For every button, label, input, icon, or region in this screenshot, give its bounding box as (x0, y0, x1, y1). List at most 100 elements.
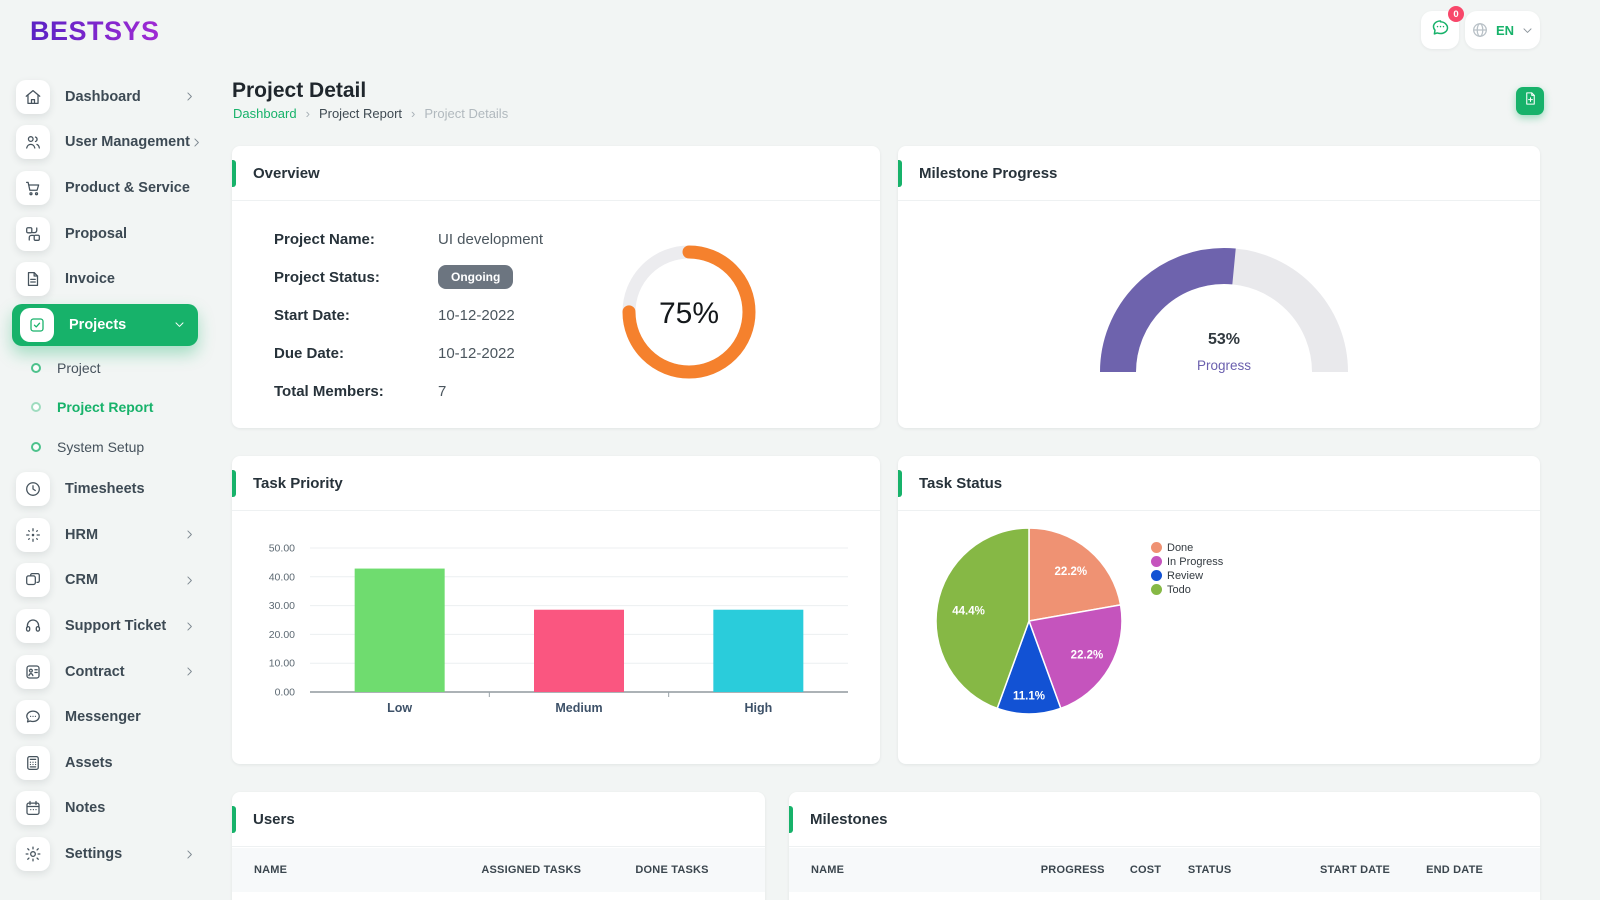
gear-icon (16, 837, 50, 872)
sidebar-item-proposal[interactable]: Proposal (0, 211, 212, 257)
field-value: UI development (438, 230, 544, 248)
chat-icon (16, 700, 50, 735)
sidebar-subitem-project-report[interactable]: Project Report (0, 387, 212, 427)
overview-field-project-status: Project Status: Ongoing (274, 258, 543, 296)
language-selector[interactable]: EN (1465, 11, 1540, 49)
breadcrumb: Dashboard › Project Report › Project Details (233, 106, 508, 121)
sidebar-item-label: CRM (65, 572, 99, 589)
bullet-icon (31, 441, 41, 452)
globe-icon (1471, 21, 1489, 39)
chevron-right-icon (183, 574, 196, 587)
milestones-card: Milestones NAME PROGRESS COST STATUS START D… (789, 792, 1540, 900)
sidebar-item-crm[interactable]: CRM (0, 558, 212, 604)
chat-badge: 0 (1448, 6, 1464, 22)
brand-logo: BESTSYS (30, 16, 160, 46)
overview-fields: Project Name: UI development Project Statu… (274, 220, 543, 410)
proposal-icon (16, 216, 50, 251)
status-badge: Ongoing (438, 265, 514, 289)
sidebar-item-projects[interactable]: Projects (12, 303, 198, 346)
column-header-name: NAME (254, 864, 288, 876)
overview-field-start-date: Start Date: 10-12-2022 (274, 296, 543, 334)
sidebar-item-timesheets[interactable]: Timesheets (0, 466, 212, 512)
sidebar-item-support-ticket[interactable]: Support Ticket (0, 603, 212, 649)
users-table-body (232, 892, 765, 900)
legend-marker (1151, 542, 1162, 553)
sidebar-item-label: Dashboard (65, 88, 141, 105)
task-status-card-title: Task Status (898, 456, 1540, 511)
sidebar-item-messenger[interactable]: Messenger (0, 694, 212, 740)
svg-text:High: High (744, 701, 772, 715)
chevron-right-icon (183, 665, 196, 678)
sidebar: BESTSYS Dashboard User Management Product … (0, 0, 212, 900)
contract-icon (16, 654, 50, 689)
breadcrumb-separator: › (305, 106, 310, 121)
legend-label: Review (1167, 569, 1204, 582)
sidebar-subitem-project[interactable]: Project (0, 348, 212, 388)
field-value: 7 (438, 382, 447, 400)
sidebar-item-user-management[interactable]: User Management (0, 120, 212, 166)
chevron-right-icon (190, 136, 203, 149)
svg-text:20.00: 20.00 (269, 629, 295, 641)
column-header-start-date: START DATE (1320, 864, 1391, 876)
task-priority-card-title: Task Priority (232, 456, 880, 511)
svg-text:53%: 53% (1208, 331, 1240, 348)
crm-icon (16, 563, 50, 598)
chevron-right-icon (183, 90, 196, 103)
users-icon (16, 125, 50, 160)
bullet-icon (31, 402, 41, 413)
pie-slice-todo (935, 527, 1030, 710)
hrm-icon (16, 517, 50, 552)
sidebar-nav: Dashboard User Management Product & Servic… (0, 74, 212, 877)
overview-field-project-name: Project Name: UI development (274, 220, 543, 258)
sidebar-subitem-label: Project Report (57, 399, 154, 416)
field-label: Project Name: (274, 230, 375, 248)
page-title: Project Detail (232, 79, 367, 102)
field-label: Total Members: (274, 382, 384, 400)
svg-text:30.00: 30.00 (269, 600, 295, 612)
sidebar-item-label: Invoice (65, 271, 115, 288)
column-header-status: STATUS (1187, 864, 1232, 876)
chevron-down-icon (1521, 24, 1534, 37)
svg-text:Medium: Medium (555, 701, 602, 715)
legend-marker (1151, 570, 1162, 581)
sidebar-item-assets[interactable]: Assets (0, 740, 212, 786)
sidebar-item-dashboard[interactable]: Dashboard (0, 74, 212, 120)
milestone-progress-card: Milestone Progress 53% Progress (898, 146, 1540, 428)
column-header-end-date: END DATE (1426, 864, 1484, 876)
sidebar-item-product-service[interactable]: Product & Service (0, 165, 212, 211)
column-header-progress: PROGRESS (1040, 864, 1105, 876)
task-priority-card: Task Priority 50.00 40.00 30.00 20.00 10.00 0… (232, 456, 880, 764)
svg-text:10.00: 10.00 (269, 658, 295, 670)
chat-dots-icon (1430, 17, 1451, 43)
breadcrumb-item-project-report[interactable]: Project Report (318, 106, 403, 121)
field-label: Start Date: (274, 306, 350, 324)
sidebar-item-hrm[interactable]: HRM (0, 512, 212, 558)
svg-text:22.2%: 22.2% (1055, 566, 1088, 578)
sidebar-item-notes[interactable]: Notes (0, 786, 212, 832)
sidebar-item-contract[interactable]: Contract (0, 649, 212, 695)
sidebar-subitem-system-setup[interactable]: System Setup (0, 427, 212, 467)
sidebar-item-label: Projects (69, 316, 127, 333)
calendar-icon (16, 791, 50, 826)
sidebar-item-label: Assets (65, 754, 113, 771)
legend-label: In Progress (1167, 555, 1224, 568)
legend-item-todo: Todo (1151, 583, 1223, 596)
milestone-gauge-chart: 53% Progress (1094, 242, 1354, 382)
sidebar-item-label: Proposal (65, 225, 128, 242)
check-square-icon (20, 307, 54, 342)
milestones-table-header: NAME PROGRESS COST STATUS START DATE END DATE (789, 848, 1540, 892)
column-header-assigned-tasks: ASSIGNED TASKS (481, 864, 582, 876)
sidebar-item-settings[interactable]: Settings (0, 831, 212, 877)
breadcrumb-item-dashboard[interactable]: Dashboard (233, 106, 297, 121)
users-table-header: NAME ASSIGNED TASKS DONE TASKS (232, 848, 765, 892)
language-code: EN (1495, 22, 1515, 38)
legend-item-in-progress: In Progress (1151, 555, 1223, 568)
sidebar-item-invoice[interactable]: Invoice (0, 256, 212, 302)
export-button[interactable] (1516, 87, 1544, 115)
bullet-icon (31, 362, 41, 373)
legend-marker (1151, 584, 1162, 595)
chat-button[interactable]: 0 (1421, 6, 1464, 49)
overview-field-due-date: Due Date: 10-12-2022 (274, 334, 543, 372)
sidebar-subitem-label: Project (57, 359, 101, 376)
column-header-name: NAME (811, 864, 845, 876)
